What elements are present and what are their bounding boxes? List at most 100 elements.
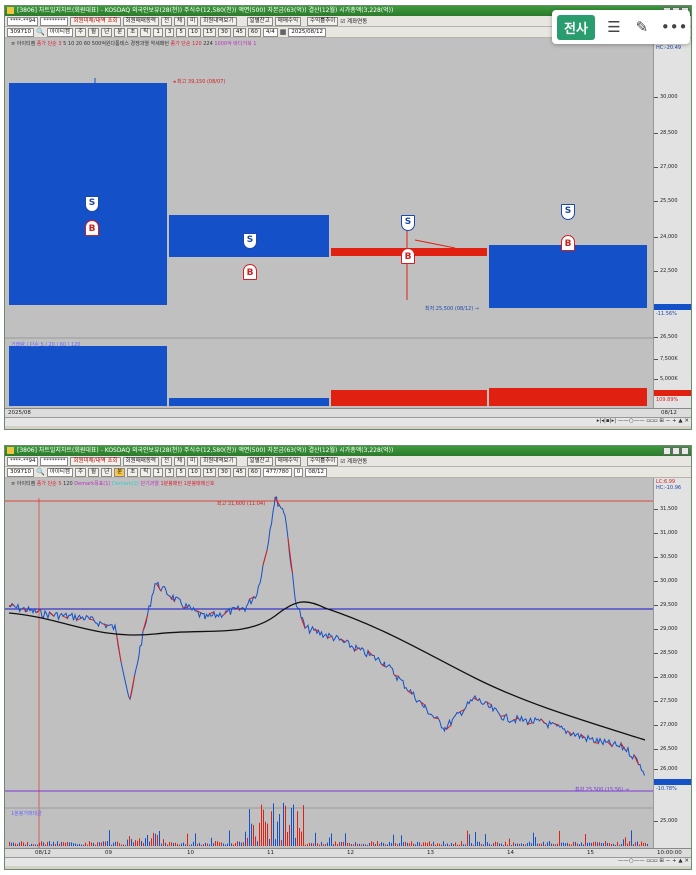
volume-bar [353,844,354,846]
volume-bar [227,843,228,846]
minute-45[interactable]: 45 [232,467,246,477]
period-week[interactable]: 주 [74,27,87,37]
minute-5[interactable]: 5 [176,467,186,477]
search-icon[interactable]: 🔍 [36,28,45,36]
account-link-checkbox[interactable]: ☑ 계좌연동 [340,459,368,465]
all-button[interactable]: 전 [160,456,173,466]
trade-profit-button[interactable]: 매매수익 [274,456,302,466]
more-icon[interactable]: ••• [660,18,688,36]
count-field[interactable]: 477/780 [262,467,292,477]
period-minute[interactable]: 분 [114,27,126,37]
axis-hc: HC:-20.49 [656,45,682,51]
minute-30[interactable]: 30 [217,467,231,477]
volume-bar [607,842,608,846]
close-button[interactable] [681,447,689,455]
scroll-controls[interactable]: ——○—— ▫▫▫ ⊞ − + ▲ ✕ [617,858,689,864]
volume-bar [389,841,390,846]
period-second[interactable]: 초 [127,467,139,477]
filled-button[interactable]: 체 [174,456,186,466]
price-chart-area[interactable]: ≡ 아이티켐 종가 단순 5 120 Demark목표(1) Demark(2)… [5,478,653,848]
axis-lc: LC:6.99 [656,479,676,485]
minute-60[interactable]: 60 [247,467,261,477]
sell-marker[interactable]: S [401,215,415,233]
minimize-button[interactable] [663,447,671,455]
period-month[interactable]: 월 [88,467,100,477]
minute-1[interactable]: 1 [153,27,163,37]
count-field[interactable]: 4/4 [262,27,278,37]
daily-balance-button[interactable]: 일별잔고 [246,456,273,466]
profit-trend-button[interactable]: 수익률추이 [307,456,339,466]
unfilled-query-button[interactable]: 회원미체/내역 조회 [70,456,121,466]
trade-power-button[interactable]: 회원매매동력 [122,456,159,466]
view-history-button[interactable]: 회원내역보기 [200,456,237,466]
minute-3[interactable]: 3 [164,27,175,37]
trade-power-button[interactable]: 회원매매동력 [122,16,159,26]
volume-bar [499,843,500,846]
period-week[interactable]: 주 [74,467,87,477]
password-input[interactable]: ******** [40,16,69,26]
buy-marker[interactable]: B [401,248,415,266]
all-button[interactable]: 전 [160,16,173,26]
minute-30[interactable]: 30 [217,27,231,37]
minute-15[interactable]: 15 [202,27,216,37]
period-month[interactable]: 월 [88,27,100,37]
period-minute[interactable]: 분 [114,467,126,477]
date-input[interactable]: 2025/08/12 [288,27,327,37]
minute-5[interactable]: 5 [176,27,186,37]
profit-trend-button[interactable]: 수익률추이 [307,16,339,26]
time-label: 14 [507,850,514,856]
minute-45[interactable]: 45 [232,27,246,37]
sell-marker[interactable]: S [85,196,99,214]
pencil-icon[interactable]: ✎ [635,18,649,36]
volume-bar [511,844,512,846]
volume-bar [391,842,392,846]
minute-60[interactable]: 60 [247,27,261,37]
buy-marker[interactable]: B [561,235,575,253]
trade-profit-button[interactable]: 매매수익 [274,16,302,26]
symbol-code-input[interactable]: 309710 [7,467,34,477]
password-input[interactable]: ******** [40,456,69,466]
buy-marker[interactable]: B [243,264,257,282]
period-tick[interactable]: 틱 [140,467,152,477]
zoom-field[interactable]: 0 [293,467,304,477]
minute-10[interactable]: 10 [187,467,201,477]
filled-button[interactable]: 체 [174,16,186,26]
volume-bar [55,844,56,846]
buy-marker[interactable]: B [85,220,99,238]
volume-bar-3 [331,390,487,406]
price-axis[interactable]: LC:6.99 HC:-10.96 31,500 31,000 30,500 3… [653,478,691,848]
sell-marker[interactable]: S [243,233,257,251]
period-year[interactable]: 년 [101,27,113,37]
date-input[interactable]: 08/12 [305,467,328,477]
period-second[interactable]: 초 [127,27,139,37]
view-history-button[interactable]: 회원내역보기 [200,16,237,26]
sell-marker[interactable]: S [561,204,575,222]
daily-balance-button[interactable]: 일별잔고 [246,16,273,26]
window-title: [3806] 차트일지차트(회원대표) - KOSDAQ 외국인보유(28(천)… [17,447,394,454]
minute-15[interactable]: 15 [202,467,216,477]
minute-1[interactable]: 1 [153,467,163,477]
period-year[interactable]: 년 [101,467,113,477]
primary-action-button[interactable]: 전사 [557,14,595,40]
account-input[interactable]: ****-**94 [7,456,39,466]
unfilled-query-button[interactable]: 회원미체/내역 조회 [70,16,121,26]
scroll-controls[interactable]: ▸|◂|▪|▸| ——○—— ▫▫▫ ⊞ − + ▲ ✕ [596,418,689,424]
minute-10[interactable]: 10 [187,27,201,37]
price-axis[interactable]: LC:6.99 HC:-20.49 30,000 28,500 27,000 2… [653,38,691,408]
calendar-icon[interactable]: ▦ [279,28,287,36]
hamburger-icon[interactable]: ☰ [607,18,621,36]
minute-3[interactable]: 3 [164,467,175,477]
legend-item-7: 1000억 [214,41,232,47]
account-input[interactable]: ****-**94 [7,16,39,26]
price-chart-area[interactable]: ≡ 아이티켐 종가 단순 3 5 10 20 60 500억원다툼테스 경쟁과열… [5,38,653,408]
symbol-code-input[interactable]: 309710 [7,27,34,37]
price-tick: 27,000 [654,164,678,170]
search-icon[interactable]: 🔍 [36,468,45,476]
unfilled-button[interactable]: 미 [187,16,199,26]
maximize-button[interactable] [672,447,680,455]
horizontal-scrollbar[interactable]: ▸|◂|▪|▸| ——○—— ▫▫▫ ⊞ − + ▲ ✕ [5,417,691,426]
unfilled-button[interactable]: 미 [187,456,199,466]
period-tick[interactable]: 틱 [140,27,152,37]
horizontal-scrollbar[interactable]: ——○—— ▫▫▫ ⊞ − + ▲ ✕ [5,857,691,866]
account-link-checkbox[interactable]: ☑ 계좌연동 [340,19,368,25]
